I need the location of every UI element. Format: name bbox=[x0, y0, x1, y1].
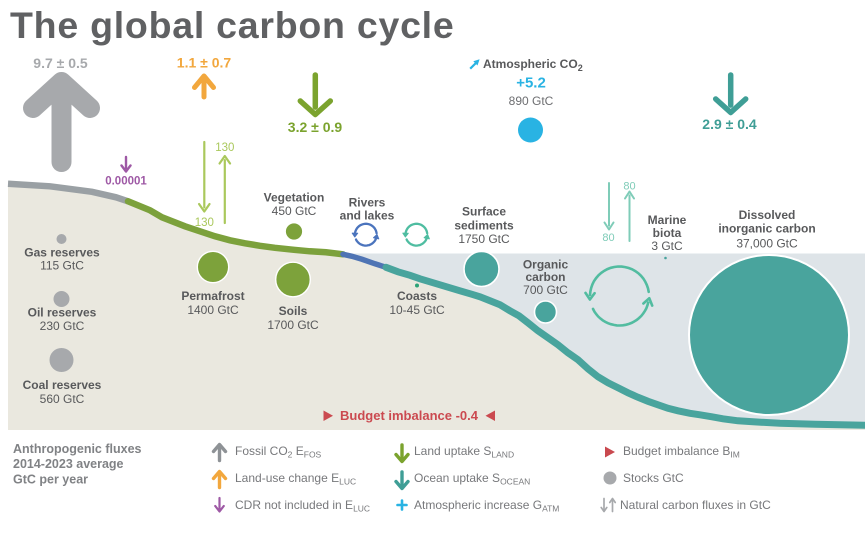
svg-text:230 GtC: 230 GtC bbox=[40, 319, 85, 333]
svg-text:Coal reserves: Coal reserves bbox=[23, 378, 102, 392]
svg-text:The global carbon cycle: The global carbon cycle bbox=[10, 4, 454, 46]
svg-text:Atmospheric CO2: Atmospheric CO2 bbox=[483, 57, 583, 73]
svg-text:Budget imbalance -0.4: Budget imbalance -0.4 bbox=[340, 408, 479, 423]
svg-text:130: 130 bbox=[215, 142, 234, 154]
svg-text:Stocks GtC: Stocks GtC bbox=[623, 471, 684, 485]
svg-text:Land uptake SLAND: Land uptake SLAND bbox=[414, 444, 514, 460]
svg-text:80: 80 bbox=[623, 181, 635, 193]
svg-text:Budget imbalance BIM: Budget imbalance BIM bbox=[623, 444, 740, 460]
svg-text:sediments: sediments bbox=[454, 219, 514, 233]
svg-text:carbon: carbon bbox=[525, 270, 565, 284]
svg-text:Oil reserves: Oil reserves bbox=[28, 306, 97, 320]
svg-text:CDR not included in ELUC: CDR not included in ELUC bbox=[235, 498, 370, 514]
svg-text:450 GtC: 450 GtC bbox=[272, 204, 317, 218]
svg-text:GtC per year: GtC per year bbox=[13, 473, 88, 487]
svg-text:Anthropogenic fluxes: Anthropogenic fluxes bbox=[13, 442, 142, 456]
svg-text:3 GtC: 3 GtC bbox=[651, 239, 683, 253]
svg-text:Surface: Surface bbox=[462, 205, 506, 219]
svg-text:Vegetation: Vegetation bbox=[264, 191, 325, 205]
svg-text:1400 GtC: 1400 GtC bbox=[187, 303, 239, 317]
svg-text:10-45 GtC: 10-45 GtC bbox=[389, 303, 445, 317]
svg-text:1700 GtC: 1700 GtC bbox=[267, 318, 319, 332]
svg-text:2014-2023 average: 2014-2023 average bbox=[13, 457, 124, 471]
svg-text:700 GtC: 700 GtC bbox=[523, 283, 568, 297]
svg-text:890 GtC: 890 GtC bbox=[509, 94, 554, 108]
svg-text:560 GtC: 560 GtC bbox=[40, 392, 85, 406]
svg-text:inorganic carbon: inorganic carbon bbox=[718, 222, 815, 236]
svg-text:115 GtC: 115 GtC bbox=[40, 259, 84, 273]
svg-text:and lakes: and lakes bbox=[340, 209, 395, 223]
svg-text:1.1 ± 0.7: 1.1 ± 0.7 bbox=[177, 55, 232, 71]
svg-text:biota: biota bbox=[653, 226, 682, 240]
svg-text:Rivers: Rivers bbox=[349, 196, 386, 210]
svg-text:1750 GtC: 1750 GtC bbox=[458, 232, 510, 246]
svg-text:0.00001: 0.00001 bbox=[105, 176, 147, 188]
svg-text:Organic: Organic bbox=[523, 258, 569, 272]
svg-text:3.2 ± 0.9: 3.2 ± 0.9 bbox=[288, 119, 343, 135]
svg-text:Fossil CO2 EFOS: Fossil CO2 EFOS bbox=[235, 444, 322, 460]
svg-text:Gas reserves: Gas reserves bbox=[24, 246, 100, 260]
svg-text:Dissolved: Dissolved bbox=[739, 208, 796, 222]
svg-text:80: 80 bbox=[602, 232, 614, 244]
svg-text:2.9 ± 0.4: 2.9 ± 0.4 bbox=[702, 116, 757, 132]
svg-text:Marine: Marine bbox=[648, 213, 687, 227]
svg-text:Soils: Soils bbox=[279, 304, 308, 318]
svg-text:37,000 GtC: 37,000 GtC bbox=[736, 237, 798, 251]
svg-text:9.7 ± 0.5: 9.7 ± 0.5 bbox=[33, 55, 88, 71]
svg-text:Coasts: Coasts bbox=[397, 289, 437, 303]
svg-text:Atmospheric increase GATM: Atmospheric increase GATM bbox=[414, 498, 559, 514]
svg-text:+5.2: +5.2 bbox=[516, 75, 546, 92]
svg-text:Permafrost: Permafrost bbox=[181, 289, 244, 303]
svg-text:130: 130 bbox=[195, 217, 214, 229]
svg-text:Land-use change ELUC: Land-use change ELUC bbox=[235, 471, 356, 487]
svg-text:Natural carbon fluxes in GtC: Natural carbon fluxes in GtC bbox=[620, 498, 771, 512]
